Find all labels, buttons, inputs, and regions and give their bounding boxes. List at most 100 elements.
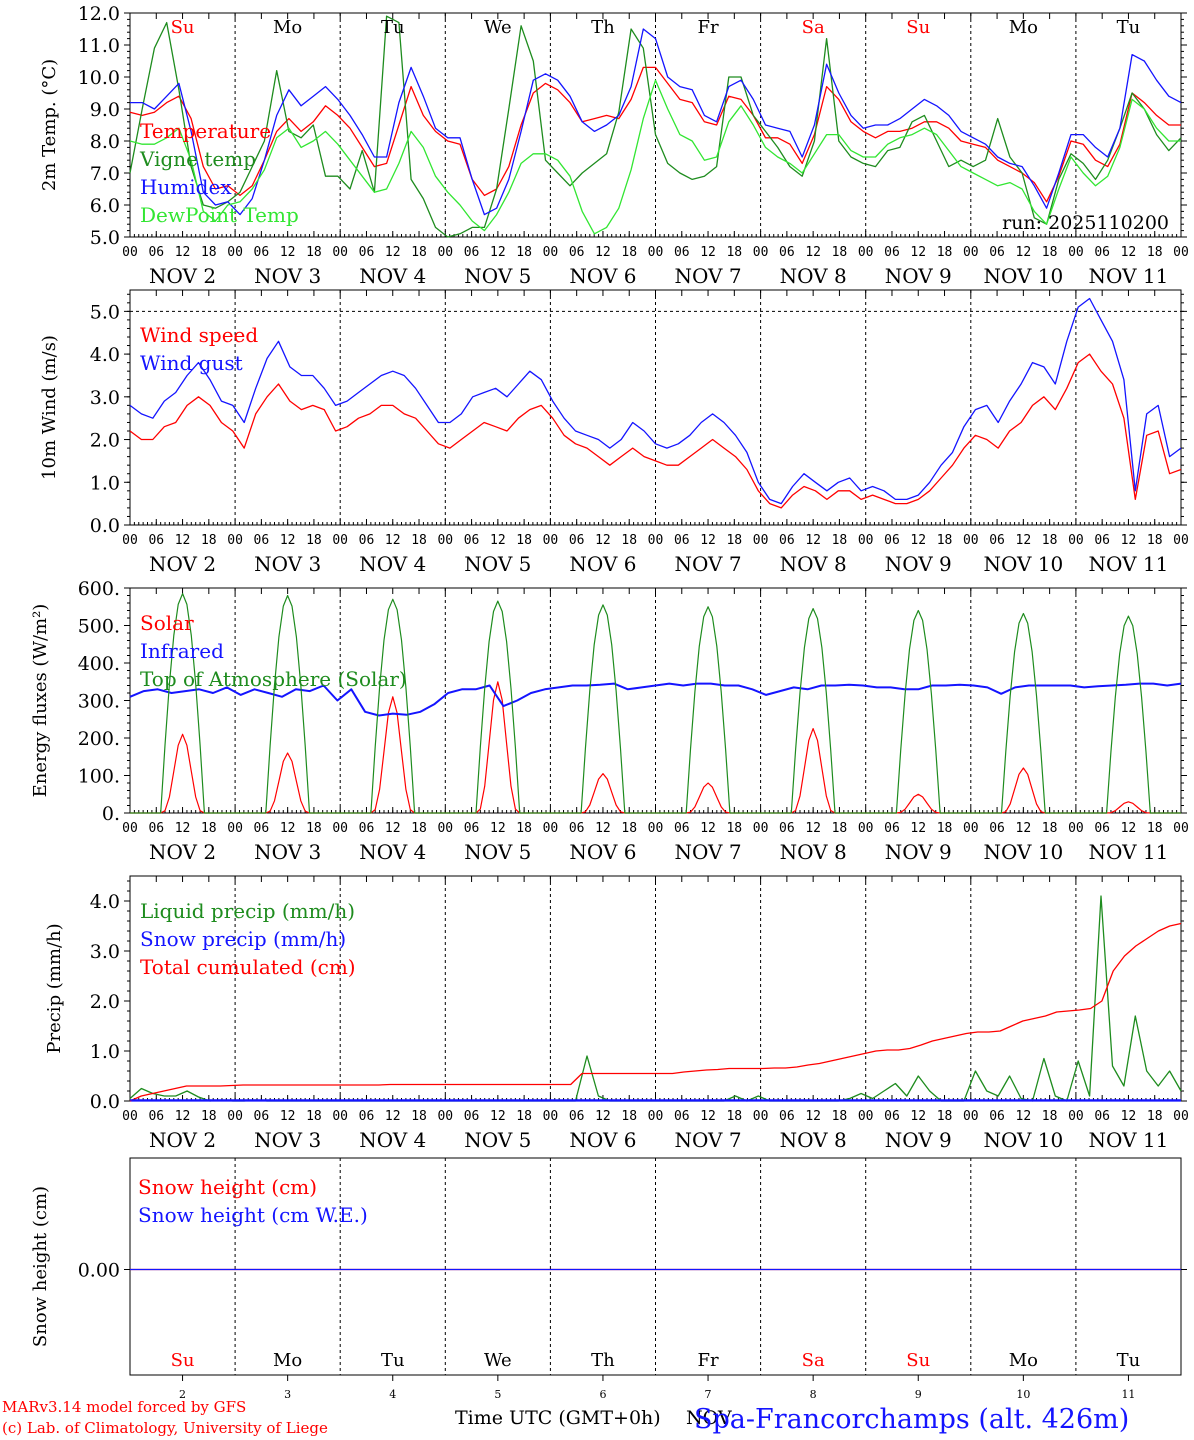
day-gridlines [130, 13, 1181, 1375]
x-date-label: NOV 6 [569, 264, 636, 288]
x-hour-label: 06 [1094, 245, 1110, 260]
x-hour-label: 06 [779, 533, 795, 548]
legend-snow-precip-mm-h-: Snow precip (mm/h) [140, 927, 346, 951]
series-total-cumulated-cm- [129, 922, 1182, 1102]
x-axis-label: Time UTC (GMT+0h) [455, 1407, 661, 1429]
y-tick-label: 600. [78, 578, 120, 600]
x-hour-label: 06 [779, 245, 795, 260]
x-date-label: NOV 5 [464, 552, 531, 576]
x-hour-label: 06 [1094, 821, 1110, 836]
x-hour-label: 06 [884, 1109, 900, 1124]
weekday-label: Fr [698, 17, 719, 38]
weekday-label: Mo [273, 17, 302, 38]
x-date-label: NOV 8 [780, 264, 847, 288]
legend-top-of-atmosphere-solar-: Top of Atmosphere (Solar) [140, 667, 407, 691]
series-wind-gust [129, 297, 1182, 505]
x-date-label: NOV 6 [569, 840, 636, 864]
legend-vigne-temp: Vigne temp [139, 147, 256, 171]
x-hour-label: 06 [464, 821, 480, 836]
x-hour-label: 06 [148, 245, 164, 260]
series-dewpoint-temp [129, 79, 1181, 235]
x-hour-label: 18 [411, 1109, 427, 1124]
weekday-label: Sa [802, 1350, 825, 1371]
x-date-label: NOV 11 [1089, 264, 1169, 288]
x-hour-label: 06 [989, 533, 1005, 548]
x-hour-label: 12 [805, 533, 821, 548]
y-tick-label: 400. [78, 653, 120, 675]
x-hour-label: 18 [937, 1109, 953, 1124]
x-hour-label: 06 [569, 533, 585, 548]
x-hour-label: 06 [779, 821, 795, 836]
x-date-label: NOV 10 [983, 840, 1063, 864]
x-hour-label: 18 [937, 533, 953, 548]
weekday-label: Tu [381, 1350, 405, 1371]
panel-frame-flux [129, 587, 1182, 814]
x-hour-label: 18 [1042, 245, 1058, 260]
x-hour-label: 18 [726, 821, 742, 836]
x-hour-label: 12 [1016, 245, 1032, 260]
x-hour-label: 06 [884, 245, 900, 260]
x-hour-label: 18 [516, 821, 532, 836]
data-series [129, 15, 1182, 1271]
x-hour-label: 06 [989, 821, 1005, 836]
x-hour-label: 12 [175, 533, 191, 548]
weekday-label: Tu [381, 17, 405, 38]
x-hour-label: 12 [385, 1109, 401, 1124]
x-hour-label: 12 [1121, 1109, 1137, 1124]
x-hour-label: 12 [490, 1109, 506, 1124]
weekday-label: We [484, 1350, 512, 1371]
legend-solar: Solar [140, 611, 194, 635]
x-hour-label: 12 [1016, 1109, 1032, 1124]
x-hour-label: 12 [490, 245, 506, 260]
x-date-label: NOV 4 [359, 264, 426, 288]
weekday-label: Su [171, 1350, 195, 1371]
x-date-label: NOV 10 [983, 264, 1063, 288]
x-hour-label: 06 [884, 533, 900, 548]
x-hour-label: 12 [700, 1109, 716, 1124]
x-hour-label: 12 [805, 821, 821, 836]
y-tick-label: 0.0 [90, 1091, 120, 1113]
x-date-label: NOV 9 [885, 552, 952, 576]
x-hour-label: 12 [1121, 821, 1137, 836]
x-hour-label: 18 [516, 1109, 532, 1124]
x-hour-label: 18 [1147, 533, 1163, 548]
x-hour-label: 12 [910, 1109, 926, 1124]
weekday-label: Th [591, 17, 615, 38]
x-day-number: 6 [599, 1388, 606, 1401]
x-hour-label: 12 [280, 821, 296, 836]
x-date-label: NOV 2 [149, 552, 216, 576]
x-day-number: 7 [705, 1388, 712, 1401]
x-hour-label: 00 [332, 821, 348, 836]
y-tick-label: 10.0 [78, 67, 120, 89]
weekday-label: Mo [1009, 1350, 1038, 1371]
x-hour-label: 00 [963, 1109, 979, 1124]
x-hour-label: 12 [175, 821, 191, 836]
weekday-label: Sa [802, 17, 825, 38]
x-day-number: 5 [494, 1388, 501, 1401]
x-date-label: NOV 10 [983, 552, 1063, 576]
x-hour-label: 06 [254, 1109, 270, 1124]
x-hour-label: 00 [437, 533, 453, 548]
x-hour-label: 12 [700, 821, 716, 836]
x-axis-month: NOV [686, 1407, 732, 1429]
x-hour-label: 00 [1173, 533, 1189, 548]
x-hour-label: 06 [674, 533, 690, 548]
x-date-label: NOV 4 [359, 1128, 426, 1152]
x-hour-label: 18 [1042, 533, 1058, 548]
x-day-number: 8 [810, 1388, 817, 1401]
x-hour-label: 18 [306, 533, 322, 548]
x-hour-label: 18 [832, 1109, 848, 1124]
x-hour-label: 00 [1068, 821, 1084, 836]
legend-liquid-precip-mm-h-: Liquid precip (mm/h) [140, 899, 355, 923]
x-hour-label: 12 [1016, 821, 1032, 836]
y-tick-label: 5.0 [90, 301, 120, 323]
series-top-of-atmosphere-solar- [130, 592, 1181, 814]
x-date-label: NOV 9 [885, 840, 952, 864]
x-day-number: 3 [284, 1388, 291, 1401]
x-hour-label: 12 [385, 821, 401, 836]
x-hour-label: 06 [464, 1109, 480, 1124]
x-hour-label: 18 [306, 821, 322, 836]
x-hour-label: 00 [1173, 821, 1189, 836]
y-tick-label: 1.0 [90, 1041, 120, 1063]
y-tick-label: 8.0 [90, 131, 120, 153]
